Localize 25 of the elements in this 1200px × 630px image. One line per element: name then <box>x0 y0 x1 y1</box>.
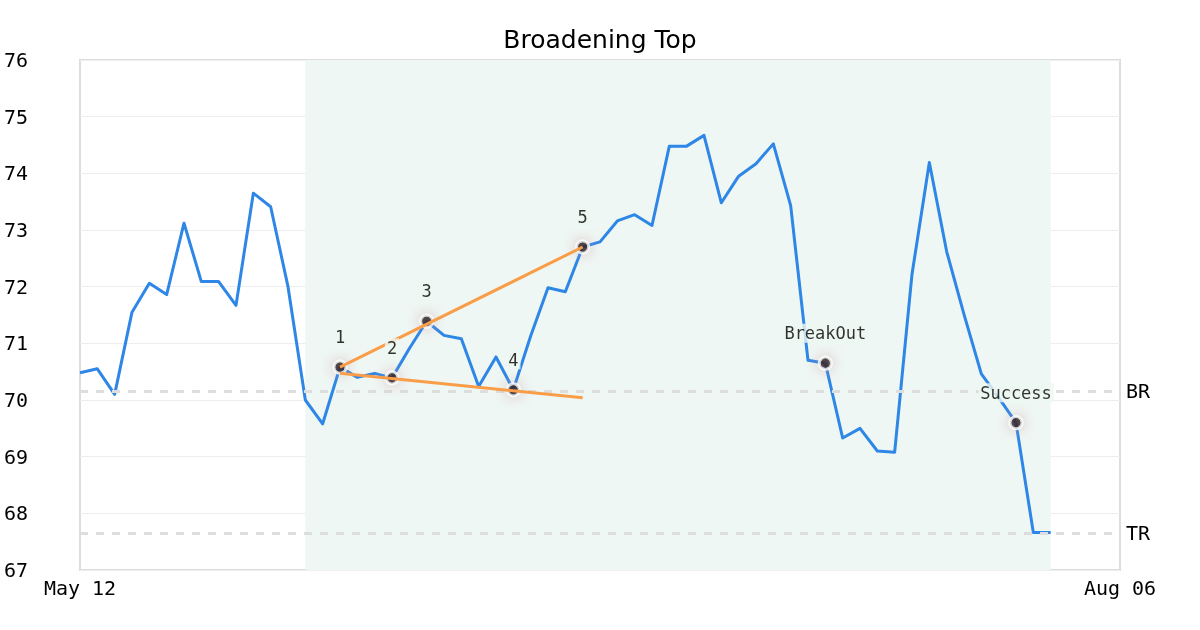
y-tick-label: 72 <box>4 274 29 299</box>
y-tick-label: 74 <box>4 161 29 186</box>
annotation: BreakOut <box>784 323 867 344</box>
chart-title: Broadening Top <box>503 25 697 54</box>
y-tick-label: 68 <box>4 501 29 526</box>
annotation: 4 <box>508 349 519 370</box>
y-tick-label: 73 <box>4 218 29 242</box>
y-tick-label: 71 <box>4 331 29 356</box>
annotation: 2 <box>386 337 398 358</box>
ref-line-label: TR <box>1126 521 1152 546</box>
x-tick-label: Aug 06 <box>1083 576 1157 600</box>
y-tick-label: 76 <box>4 48 29 72</box>
y-tick-label: 69 <box>4 444 29 469</box>
y-tick-label: 75 <box>4 104 29 129</box>
annotation: Success <box>980 382 1052 403</box>
x-tick-label: May 12 <box>43 576 117 600</box>
point <box>1008 415 1024 431</box>
y-tick-label: 70 <box>4 388 29 412</box>
annotation: 5 <box>577 207 588 227</box>
ref-line-label: BR <box>1126 378 1152 403</box>
point <box>817 355 833 371</box>
y-tick-label: 67 <box>4 558 29 582</box>
annotation: 1 <box>334 327 346 348</box>
annotation: 3 <box>421 281 432 302</box>
line-series <box>78 133 1053 535</box>
